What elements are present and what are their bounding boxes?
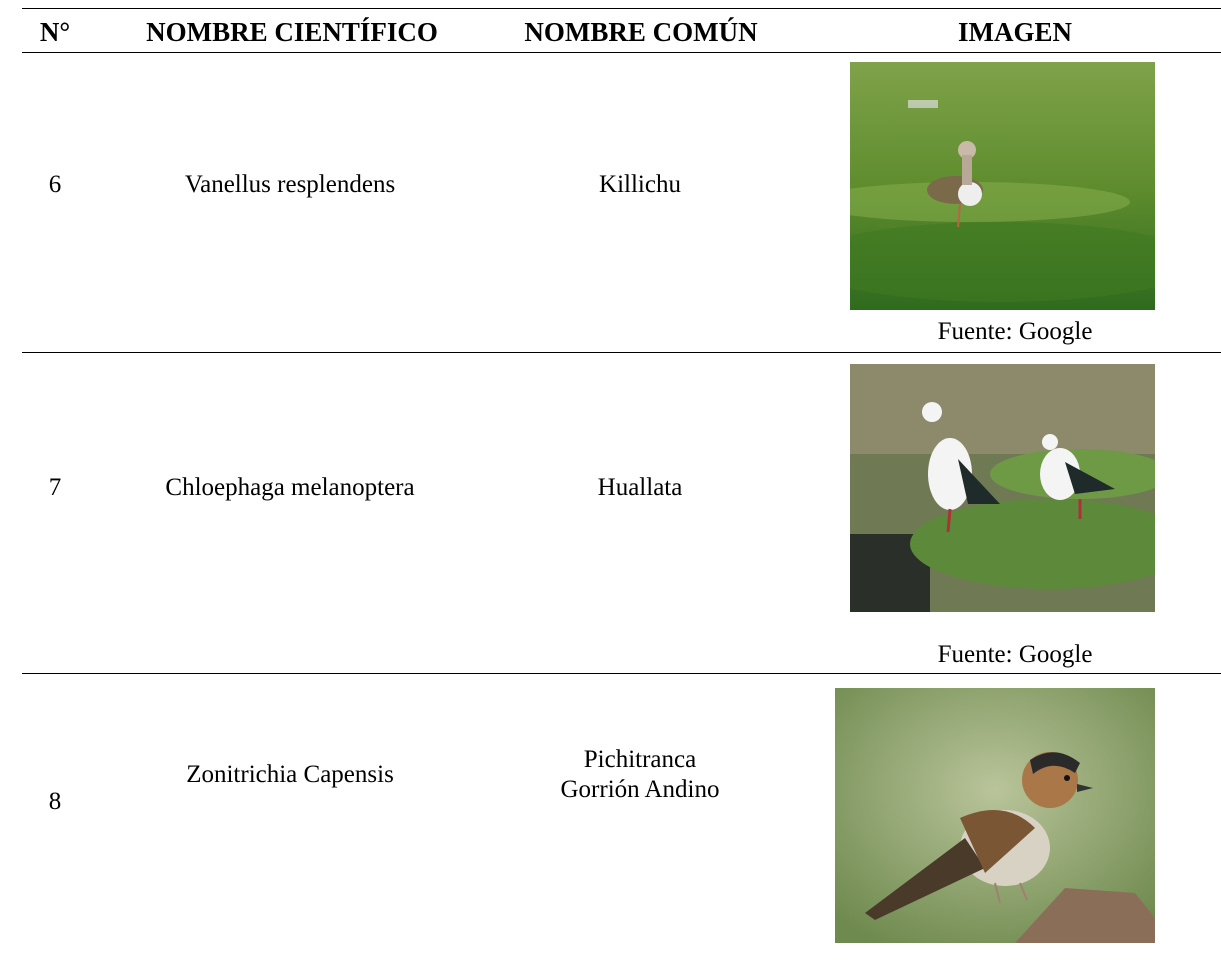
table-rule (22, 52, 1221, 53)
table-rule (22, 8, 1221, 9)
common-name: Pichitranca (583, 746, 697, 773)
row-number: 8 (48, 788, 62, 815)
common-name: Huallata (597, 474, 683, 501)
row-number: 6 (48, 171, 62, 198)
scientific-name: Vanellus resplendens (184, 171, 396, 198)
row-number: 7 (48, 474, 62, 501)
table-rule (22, 673, 1221, 674)
image-source: Fuente: Google (937, 318, 1093, 345)
header-cell: IMAGEN (958, 17, 1072, 47)
bird-photo (850, 62, 1155, 310)
common-name: Killichu (599, 171, 681, 198)
header-cell: NOMBRE COMÚN (524, 17, 758, 47)
bird-photo (835, 688, 1155, 943)
table-rule (22, 352, 1221, 353)
header-cell: N° (39, 17, 71, 47)
common-name: Gorrión Andino (560, 776, 720, 803)
scientific-name: Chloephaga melanoptera (165, 474, 415, 501)
image-source: Fuente: Google (937, 641, 1093, 668)
bird-photo (850, 364, 1155, 612)
scientific-name: Zonitrichia Capensis (186, 761, 394, 788)
header-cell: NOMBRE CIENTÍFICO (146, 17, 438, 47)
